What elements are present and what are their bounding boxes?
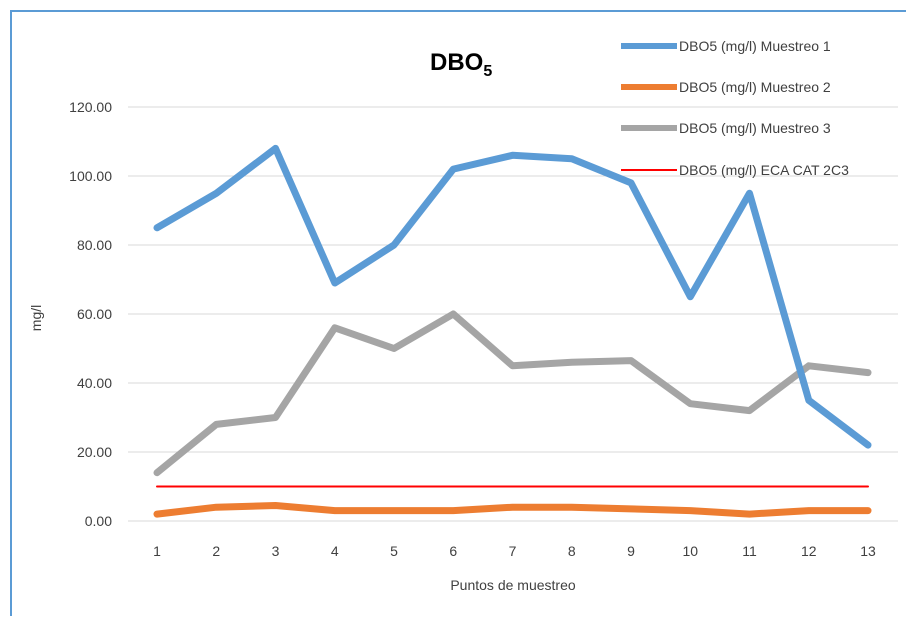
legend-label-4: DBO5 (mg/l) ECA CAT 2C3 xyxy=(679,162,849,178)
x-axis-title: Puntos de muestreo xyxy=(450,577,576,593)
y-tick-label: 80.00 xyxy=(77,237,112,253)
legend-label-2: DBO5 (mg/l) Muestreo 2 xyxy=(679,79,831,95)
chart-title: DBO5 xyxy=(430,49,492,80)
x-tick-label: 3 xyxy=(272,543,280,559)
y-tick-label: 120.00 xyxy=(69,99,112,115)
y-tick-label: 60.00 xyxy=(77,306,112,322)
y-tick-label: 100.00 xyxy=(69,168,112,184)
chart-frame xyxy=(10,10,906,616)
x-tick-label: 9 xyxy=(627,543,635,559)
x-tick-labels: 1 2 3 4 5 6 7 8 9 10 11 12 13 xyxy=(153,543,876,559)
legend-label-3: DBO5 (mg/l) Muestreo 3 xyxy=(679,120,831,136)
series-line-2 xyxy=(153,502,872,518)
x-tick-label: 5 xyxy=(390,543,398,559)
legend-label-1: DBO5 (mg/l) Muestreo 1 xyxy=(679,38,831,54)
x-tick-label: 8 xyxy=(568,543,576,559)
legend: DBO5 (mg/l) Muestreo 1 DBO5 (mg/l) Muestr… xyxy=(621,38,849,178)
x-tick-label: 12 xyxy=(801,543,817,559)
y-tick-labels: 0.00 20.00 40.00 60.00 80.00 100.00 120.00 xyxy=(69,99,112,529)
y-tick-label: 20.00 xyxy=(77,444,112,460)
y-tick-label: 40.00 xyxy=(77,375,112,391)
chart-title-main: DBO xyxy=(430,49,483,76)
x-tick-label: 1 xyxy=(153,543,161,559)
series-line-1 xyxy=(153,144,872,449)
y-tick-label: 0.00 xyxy=(85,513,112,529)
x-tick-label: 4 xyxy=(331,543,339,559)
x-tick-label: 10 xyxy=(682,543,698,559)
x-tick-label: 7 xyxy=(509,543,517,559)
chart-title-subscript: 5 xyxy=(483,63,492,80)
y-axis-title: mg/l xyxy=(28,305,44,331)
series-line-3 xyxy=(153,310,872,477)
x-tick-label: 13 xyxy=(860,543,876,559)
x-tick-label: 6 xyxy=(449,543,457,559)
x-tick-label: 11 xyxy=(742,543,757,559)
series-lines xyxy=(153,144,872,518)
x-tick-label: 2 xyxy=(212,543,220,559)
gridlines xyxy=(128,106,898,522)
